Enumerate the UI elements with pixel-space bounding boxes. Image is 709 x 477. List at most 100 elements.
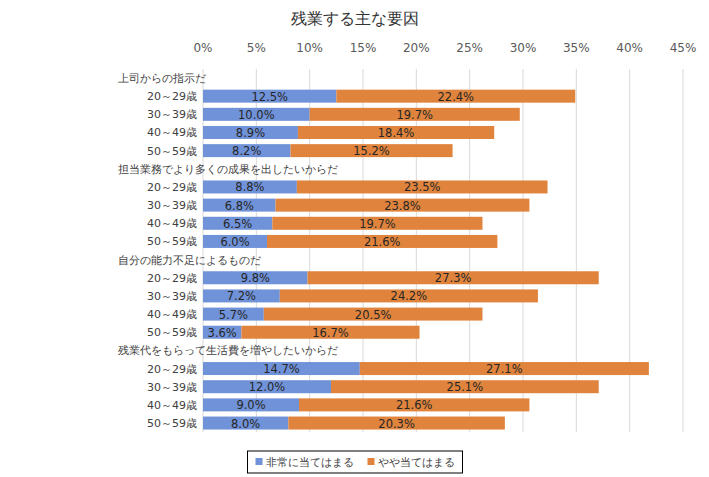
bar [203, 235, 267, 248]
bar [203, 108, 310, 121]
grid-line [256, 69, 257, 432]
grid-line [416, 69, 417, 432]
data-label: 27.3% [435, 271, 472, 285]
bars [203, 90, 649, 430]
data-label: 9.8% [241, 271, 270, 285]
grid-line [523, 69, 524, 432]
category-label: 50～59歳 [147, 417, 197, 430]
legend: 非常に当てはまる やや当てはまる [248, 451, 463, 473]
legend-label: やや当てはまる [378, 456, 455, 469]
tick-label: 25% [456, 41, 483, 55]
data-label: 8.0% [231, 417, 260, 431]
data-label: 20.3% [378, 417, 415, 431]
data-label: 9.0% [236, 398, 265, 412]
bar [336, 90, 575, 103]
data-label: 8.9% [236, 126, 265, 140]
bar [203, 308, 264, 321]
bar [203, 126, 298, 139]
data-label: 18.4% [378, 126, 415, 140]
data-label: 5.7% [219, 308, 248, 322]
category-label: 20～29歳 [147, 272, 197, 285]
data-label: 19.7% [396, 108, 433, 122]
bar [280, 289, 538, 302]
grid-line [309, 69, 310, 432]
data-label: 8.8% [235, 180, 264, 194]
data-label: 6.8% [225, 199, 254, 213]
bar [203, 289, 280, 302]
tick-label: 20% [403, 41, 430, 55]
tick-label: 35% [563, 41, 590, 55]
legend-swatch [368, 458, 375, 465]
group-label: 自分の能力不足によるものだ [118, 254, 261, 266]
bar [203, 417, 288, 430]
grid-line [683, 69, 684, 432]
data-label: 27.1% [486, 362, 523, 376]
data-label: 8.2% [232, 144, 261, 158]
bar [288, 417, 505, 430]
data-label: 25.1% [447, 380, 484, 394]
grid-line [363, 69, 364, 432]
title: 残業する主な要因 [291, 9, 419, 28]
category-label: 20～29歳 [147, 363, 197, 376]
data-label: 14.7% [263, 362, 300, 376]
tick-label: 30% [510, 41, 537, 55]
data-label: 6.0% [220, 235, 249, 249]
data-label: 21.6% [396, 398, 433, 412]
bar [203, 180, 297, 193]
category-label: 40～49歳 [147, 308, 197, 321]
bar [241, 326, 419, 339]
grid-line [576, 69, 577, 432]
category-label: 40～49歳 [147, 217, 197, 230]
category-label: 50～59歳 [147, 326, 197, 339]
bar [276, 199, 530, 212]
category-label: 30～39歳 [147, 290, 197, 303]
chart: 残業する主な要因0%5%10%15%20%25%30%35%40%45%上司から… [0, 0, 709, 477]
tick-label: 40% [616, 41, 643, 55]
bar [298, 126, 494, 139]
bar [290, 144, 452, 157]
legend-label: 非常に当てはまる [266, 456, 354, 469]
grid-line [469, 69, 470, 432]
category-label: 40～49歳 [147, 126, 197, 139]
tick-label: 0% [193, 41, 212, 55]
bar [203, 199, 276, 212]
bar [272, 217, 482, 230]
bar [267, 235, 497, 248]
data-labels: 12.5% 22.4% 10.0% 19.7% 8.9% 18.4% 8.2% 15.2% 8.… [208, 90, 523, 431]
data-label: 12.5% [251, 90, 288, 104]
data-label: 23.5% [404, 180, 441, 194]
bar [203, 144, 290, 157]
group-label: 上司からの指示だ [118, 72, 206, 84]
tick-label: 5% [247, 41, 266, 55]
grid-line [203, 69, 204, 432]
category-label: 20～29歳 [147, 181, 197, 194]
data-label: 20.5% [355, 308, 392, 322]
category-label: 20～29歳 [147, 90, 197, 103]
data-label: 15.2% [353, 144, 390, 158]
group-label: 担当業務でより多くの成果を出したいからだ [118, 163, 338, 175]
data-label: 7.2% [227, 289, 256, 303]
category-label: 30～39歳 [147, 108, 197, 121]
category-label: 50～59歳 [147, 235, 197, 248]
tick-label: 10% [296, 41, 323, 55]
legend-swatch [256, 458, 263, 465]
group-label: 残業代をもらって生活費を増やしたいからだ [118, 344, 338, 356]
data-label: 6.5% [223, 217, 252, 231]
bar [310, 108, 520, 121]
data-label: 19.7% [359, 217, 396, 231]
bar [203, 271, 308, 284]
category-label: 30～39歳 [147, 199, 197, 212]
data-label: 10.0% [238, 108, 275, 122]
bar [264, 308, 483, 321]
data-label: 22.4% [438, 90, 475, 104]
bar [299, 398, 529, 411]
bar [331, 380, 599, 393]
data-label: 21.6% [364, 235, 401, 249]
data-label: 23.8% [384, 199, 421, 213]
data-label: 24.2% [391, 289, 428, 303]
tick-label: 45% [670, 41, 697, 55]
bar [203, 362, 360, 375]
data-label: 12.0% [249, 380, 286, 394]
bar [203, 326, 241, 339]
bar [308, 271, 599, 284]
